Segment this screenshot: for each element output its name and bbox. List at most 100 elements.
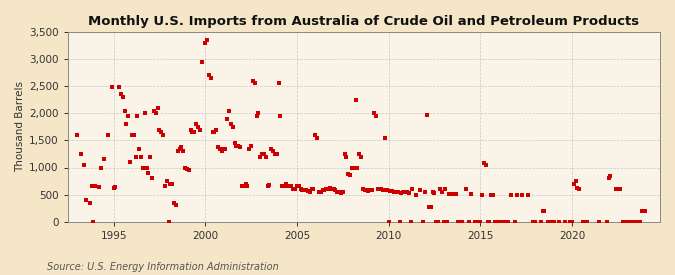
Point xyxy=(469,219,480,224)
Point xyxy=(253,111,264,116)
Point xyxy=(136,155,146,159)
Point xyxy=(396,191,407,195)
Point xyxy=(378,188,389,192)
Point xyxy=(338,190,348,195)
Point xyxy=(148,108,159,113)
Point xyxy=(634,219,645,224)
Point xyxy=(200,41,211,45)
Point xyxy=(217,149,227,153)
Point xyxy=(618,219,628,224)
Point xyxy=(222,117,233,121)
Point xyxy=(99,157,110,162)
Point xyxy=(404,191,414,195)
Point xyxy=(246,144,256,148)
Point xyxy=(172,149,183,153)
Point xyxy=(84,200,95,205)
Point xyxy=(568,182,579,186)
Point xyxy=(443,191,454,196)
Point xyxy=(374,187,385,191)
Y-axis label: Thousand Barrels: Thousand Barrels xyxy=(15,81,25,172)
Point xyxy=(242,184,253,189)
Point xyxy=(335,191,346,195)
Point xyxy=(624,219,634,224)
Point xyxy=(578,219,589,224)
Point xyxy=(440,187,451,191)
Point xyxy=(108,185,119,190)
Point xyxy=(371,114,381,118)
Point xyxy=(451,192,462,196)
Point xyxy=(574,187,585,191)
Point xyxy=(383,219,394,224)
Point xyxy=(251,114,262,118)
Point xyxy=(151,111,161,116)
Point xyxy=(128,133,139,137)
Point xyxy=(255,155,266,159)
Point xyxy=(394,219,405,224)
Point xyxy=(94,185,105,189)
Point xyxy=(180,165,190,170)
Point xyxy=(356,155,367,159)
Point xyxy=(288,187,299,191)
Point xyxy=(220,146,231,151)
Point xyxy=(547,219,558,224)
Point xyxy=(248,79,259,83)
Point xyxy=(431,219,441,224)
Point xyxy=(422,113,433,117)
Point xyxy=(268,149,279,153)
Point xyxy=(115,92,126,97)
Point xyxy=(630,219,641,224)
Point xyxy=(261,155,271,159)
Point xyxy=(348,165,359,170)
Point xyxy=(209,130,220,134)
Point xyxy=(333,190,344,194)
Point xyxy=(86,184,97,189)
Point xyxy=(314,190,325,194)
Point xyxy=(456,219,467,224)
Point xyxy=(182,166,192,171)
Point xyxy=(184,167,194,172)
Point xyxy=(398,190,409,195)
Point xyxy=(259,152,269,156)
Point xyxy=(196,60,207,64)
Point xyxy=(141,165,152,170)
Point xyxy=(438,219,449,224)
Point xyxy=(194,127,205,132)
Point xyxy=(279,184,290,189)
Point xyxy=(372,187,383,191)
Point xyxy=(535,219,546,224)
Point xyxy=(407,187,418,191)
Point xyxy=(379,136,390,140)
Point xyxy=(230,141,240,145)
Point xyxy=(132,114,143,118)
Point xyxy=(159,184,170,189)
Point xyxy=(328,187,339,191)
Point xyxy=(548,219,559,224)
Point xyxy=(460,187,471,191)
Point xyxy=(213,145,223,149)
Point xyxy=(191,122,202,126)
Point xyxy=(572,186,583,190)
Point xyxy=(75,152,86,156)
Point xyxy=(286,184,297,189)
Point xyxy=(158,133,169,137)
Point xyxy=(614,187,625,191)
Point xyxy=(392,190,403,195)
Point xyxy=(453,219,464,224)
Point xyxy=(79,163,90,167)
Point xyxy=(427,190,438,195)
Point xyxy=(215,146,225,151)
Point xyxy=(225,122,236,126)
Point xyxy=(130,155,141,159)
Point xyxy=(140,111,151,116)
Point xyxy=(455,219,466,224)
Point xyxy=(627,219,638,224)
Point xyxy=(176,145,187,149)
Point xyxy=(156,130,167,134)
Point xyxy=(365,188,376,192)
Point xyxy=(522,192,533,197)
Point xyxy=(301,188,312,192)
Point xyxy=(358,187,369,191)
Point xyxy=(223,108,234,113)
Point xyxy=(367,188,377,192)
Point xyxy=(517,192,528,197)
